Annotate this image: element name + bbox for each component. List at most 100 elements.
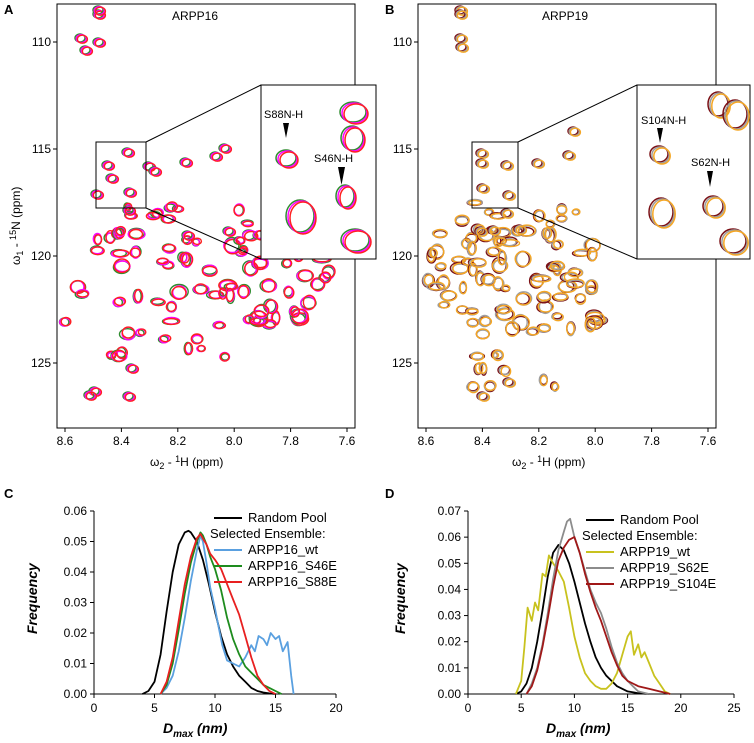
nmr-b-title: ARPP19 — [542, 9, 588, 23]
series-line-arpp16-s88e — [159, 533, 276, 695]
x-tick-label: 10 — [568, 701, 582, 715]
y-tick-label: 0.06 — [438, 530, 462, 544]
nmr-peak-contour — [496, 304, 513, 314]
x-tick-label: 8.0 — [587, 434, 604, 448]
nmr-peak-contour — [491, 259, 509, 273]
nmr-peak-contour — [302, 294, 317, 310]
nmr-peak-contour — [321, 264, 336, 279]
nmr-peak-contour — [190, 333, 204, 345]
nmr-peak-contour — [484, 380, 497, 392]
nmr-peak-contour — [165, 301, 177, 313]
panel-label-b: B — [385, 2, 394, 17]
nmr-inset-peak — [721, 229, 748, 255]
nmr-inset-peak — [285, 199, 315, 233]
nmr-peak-contour — [587, 247, 598, 262]
nmr-inset-peak — [342, 126, 365, 152]
nmr-peak-contour — [181, 158, 194, 168]
nmr-peak-contour — [159, 334, 172, 343]
nmr-peak-contour — [479, 316, 493, 327]
nmr-peak-contour — [123, 148, 136, 158]
nmr-peak-contour — [527, 326, 540, 336]
nmr-peak-contour — [495, 303, 511, 315]
nmr-a-zoom-line-bottom — [145, 207, 262, 260]
nmr-inset-peak — [337, 185, 356, 209]
nmr-peak-contour — [489, 226, 502, 236]
chart-c-dmax-arpp16: 0.00 0.01 0.02 0.03 0.04 0.05 0.06 0 5 10 15 20 Fre… — [24, 504, 343, 740]
nmr-peak-contour — [128, 228, 144, 240]
series-line-arpp16-s46e — [159, 531, 282, 695]
nmr-inset-peak — [335, 184, 355, 208]
nmr-peak-contour — [462, 257, 475, 266]
nmr-spectrum-arpp16: ARPP16 110 115 120 125 8.6 8.4 8.2 8.0 7.8 7.6 S… — [8, 3, 377, 471]
nmr-inset-peak — [723, 230, 749, 256]
nmr-peak-contour — [253, 304, 270, 318]
nmr-inset-peak — [341, 102, 368, 124]
series-line-arpp19-wt — [515, 554, 671, 695]
nmr-peak-contour — [211, 152, 224, 162]
nmr-peak-contour — [125, 188, 138, 198]
series-line-arpp16-wt — [159, 534, 295, 695]
nmr-peak-contour — [478, 361, 488, 374]
nmr-peak-contour — [81, 46, 94, 56]
nmr-peak-contour — [319, 271, 332, 284]
nmr-a-inset-peaks — [275, 101, 372, 254]
nmr-peak-contour — [156, 257, 169, 265]
nmr-peak-contour — [218, 287, 228, 300]
nmr-peak-contour — [103, 161, 116, 171]
legend-label: ARPP16_S88E — [248, 574, 337, 589]
nmr-b-zoom-box — [471, 141, 519, 209]
nmr-b-x-axis: 8.6 8.4 8.2 8.0 7.8 7.6 — [418, 428, 717, 448]
y-tick-label: 0.07 — [438, 504, 462, 518]
nmr-peak-contour — [124, 392, 137, 402]
nmr-peak-contour — [435, 261, 447, 270]
nmr-peak-contour — [151, 298, 166, 307]
chart-d-ticks: 0.00 0.01 0.02 0.03 0.04 0.05 0.06 0.07 0 5 10 15 20… — [438, 504, 741, 715]
nmr-peak-contour — [220, 352, 230, 361]
nmr-inset-peak — [706, 197, 726, 219]
nmr-peak-contour — [538, 323, 552, 333]
x-tick-label: 20 — [674, 701, 688, 715]
nmr-peak-contour — [565, 278, 585, 289]
nmr-peak-contour — [121, 326, 136, 339]
x-tick-label: 15 — [621, 701, 635, 715]
nmr-peak-contour — [111, 349, 127, 363]
series-line-arpp19-s104e — [525, 536, 671, 695]
nmr-peak-contour — [261, 278, 276, 293]
nmr-peak-contour — [502, 161, 515, 171]
nmr-peak-contour — [556, 205, 568, 215]
nmr-peak-contour — [477, 149, 490, 159]
legend-header: Selected Ensemble: — [582, 528, 698, 543]
nmr-peak-contour — [532, 275, 552, 283]
y-tick-label: 125 — [31, 356, 51, 370]
y-tick-label: 0.02 — [64, 626, 88, 640]
nmr-inset-peak — [343, 103, 369, 125]
nmr-peak-contour — [112, 249, 130, 258]
y-tick-label: 115 — [393, 142, 412, 156]
legend-label: ARPP19_S104E — [620, 576, 716, 591]
nmr-peak-contour — [553, 239, 564, 250]
nmr-peak-contour — [571, 208, 581, 216]
nmr-peak-contour — [183, 231, 196, 241]
x-tick-label: 25 — [727, 701, 741, 715]
y-tick-label: 0.06 — [64, 504, 88, 518]
nmr-a-arrow-s46 — [338, 167, 345, 185]
nmr-peak-contour — [517, 224, 536, 237]
nmr-b-zoom-line-top — [517, 84, 638, 143]
nmr-a-inset-label-s88: S88N-H — [264, 109, 303, 121]
y-tick-label: 0.01 — [64, 657, 88, 671]
nmr-peak-contour — [237, 284, 250, 300]
nmr-peak-contour — [465, 308, 479, 316]
nmr-a-zoom-line-top — [145, 84, 262, 143]
nmr-peak-contour — [60, 316, 72, 327]
nmr-inset-peak — [722, 99, 748, 129]
nmr-peak-contour — [555, 214, 567, 222]
nmr-peak-contour — [502, 209, 515, 219]
nmr-inset-peak — [339, 101, 367, 123]
y-tick-label: 0.00 — [64, 687, 88, 701]
nmr-peak-contour — [515, 225, 528, 235]
nmr-peak-contour — [474, 362, 484, 375]
nmr-peak-contour — [484, 208, 495, 217]
x-tick-label: 8.0 — [226, 434, 243, 448]
nmr-peak-contour — [115, 346, 129, 359]
